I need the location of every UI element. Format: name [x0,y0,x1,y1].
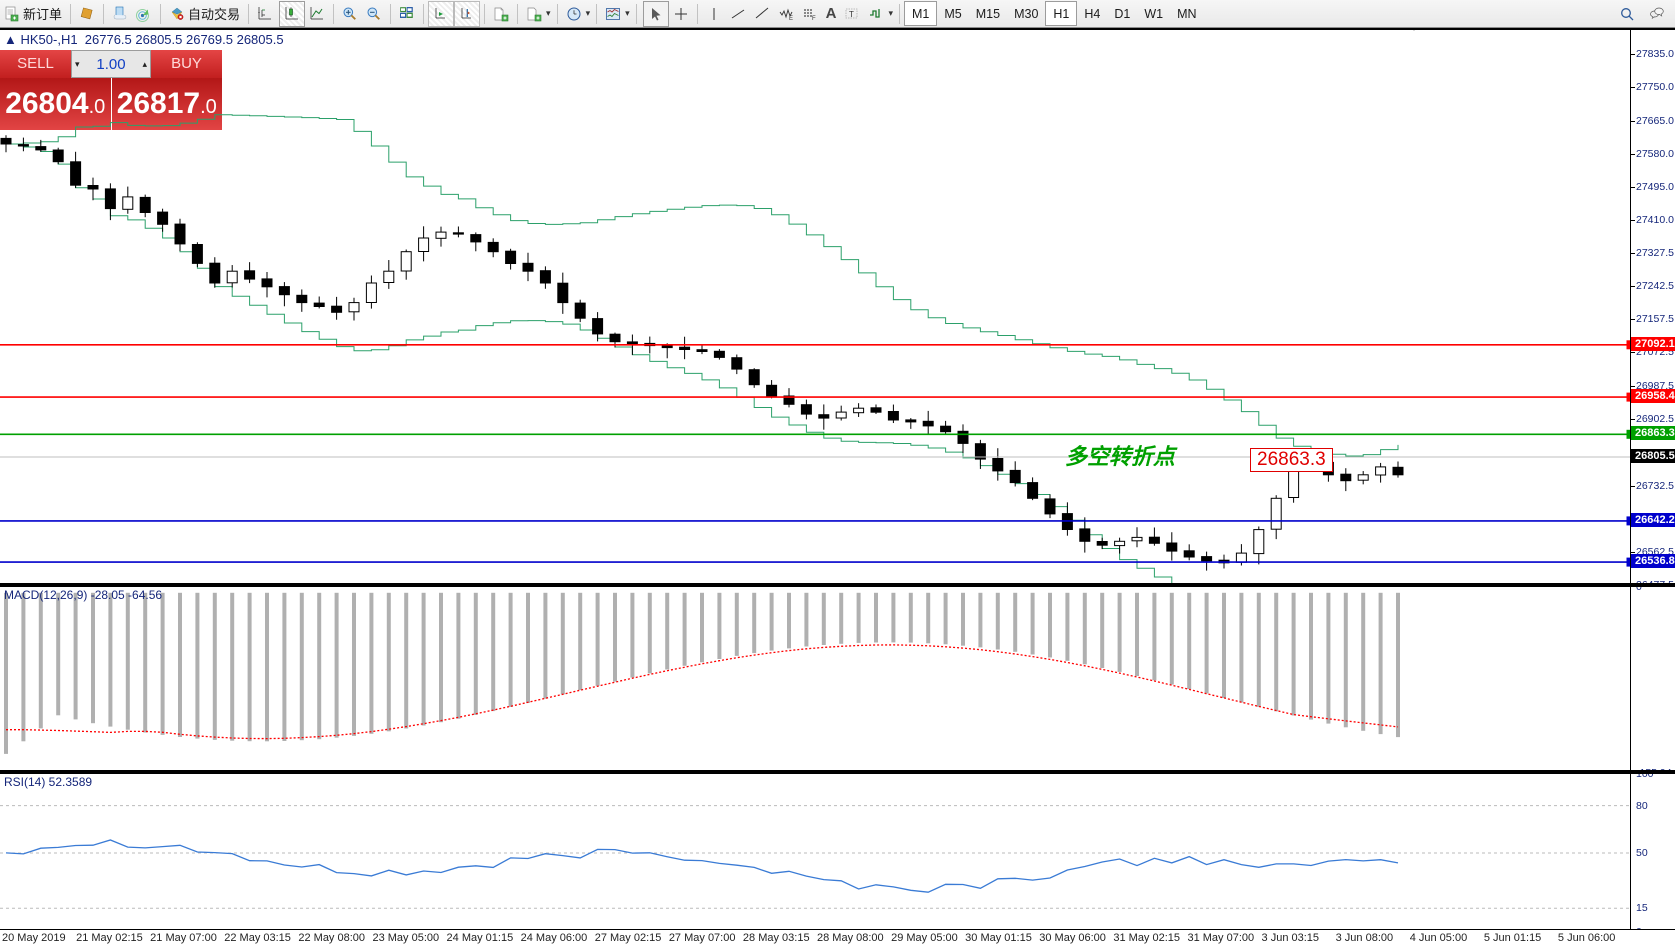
svg-text:F: F [812,16,816,22]
svg-text:E: E [789,16,793,22]
svg-text:T: T [849,10,854,19]
